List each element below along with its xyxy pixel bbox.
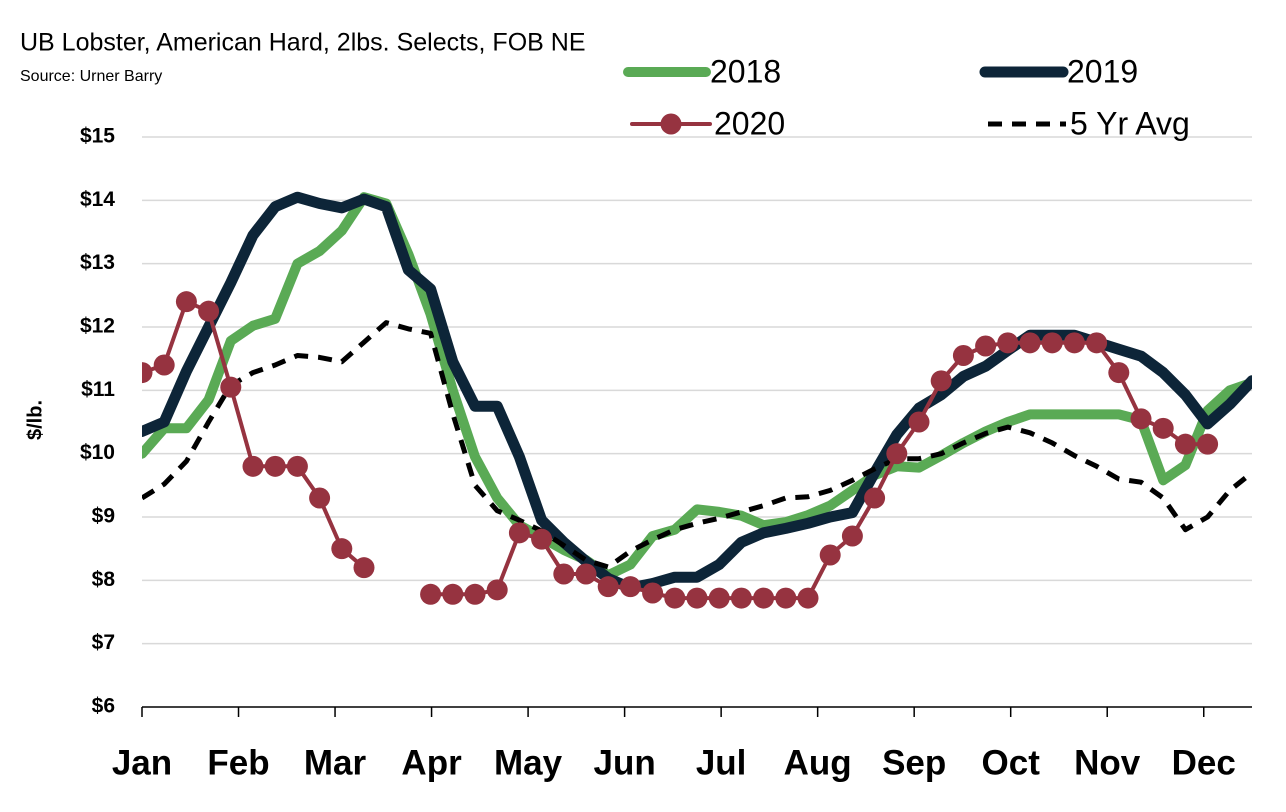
series-marker	[553, 563, 575, 585]
series-marker	[997, 332, 1019, 354]
chart-title: UB Lobster, American Hard, 2lbs. Selects…	[20, 29, 586, 57]
series-marker	[220, 376, 242, 398]
series-marker	[286, 455, 308, 477]
legend-label: 2020	[714, 105, 785, 141]
y-tick-label: $12	[80, 315, 115, 338]
series-marker	[841, 525, 863, 547]
series-marker	[420, 583, 442, 605]
series-line	[142, 320, 1252, 570]
series-marker	[353, 557, 375, 579]
series-marker	[508, 522, 530, 544]
series-marker	[531, 528, 553, 550]
y-tick-label: $9	[92, 505, 115, 528]
x-tick-label: Jun	[593, 743, 655, 782]
series-marker	[331, 538, 353, 560]
x-tick-label: Aug	[784, 743, 852, 782]
series-marker	[442, 583, 464, 605]
series-marker	[930, 370, 952, 392]
series-marker	[142, 362, 153, 384]
series-marker	[575, 563, 597, 585]
legend-label: 2019	[1067, 53, 1138, 89]
series-line	[142, 191, 1252, 594]
series-marker	[309, 487, 331, 509]
y-tick-label: $6	[92, 695, 115, 718]
series-marker	[775, 587, 797, 609]
series-marker	[1174, 433, 1196, 455]
x-tick-label: Feb	[207, 743, 269, 782]
y-tick-label: $11	[81, 378, 115, 401]
x-tick-label: Dec	[1172, 743, 1236, 782]
series-marker	[686, 587, 708, 609]
series-marker	[819, 544, 841, 566]
series-marker	[1152, 417, 1174, 439]
series-marker	[1041, 332, 1063, 354]
series-marker	[464, 583, 486, 605]
series-marker	[198, 300, 220, 322]
series-line	[142, 192, 1252, 581]
legend-label: 2018	[710, 53, 781, 89]
x-tick-label: Apr	[401, 743, 462, 782]
series-marker	[864, 487, 886, 509]
series-marker	[619, 576, 641, 598]
x-tick-label: Mar	[304, 743, 367, 782]
series-marker	[664, 587, 686, 609]
x-tick-label: Jul	[696, 743, 747, 782]
x-tick-label: Jan	[112, 743, 172, 782]
series-marker	[1086, 332, 1108, 354]
x-tick-label: Sep	[882, 743, 946, 782]
legend-label: 5 Yr Avg	[1070, 105, 1190, 141]
series-marker	[597, 576, 619, 598]
series-marker	[975, 335, 997, 357]
x-tick-label: May	[494, 743, 563, 782]
series-marker	[1108, 362, 1130, 384]
y-tick-label: $8	[92, 568, 116, 591]
y-tick-label: $15	[80, 125, 115, 148]
series-marker	[175, 291, 197, 313]
series-marker	[908, 411, 930, 433]
series-marker	[753, 587, 775, 609]
series-marker	[708, 587, 730, 609]
legend-marker	[660, 113, 682, 135]
series-marker	[642, 582, 664, 604]
series-marker	[486, 579, 508, 601]
plot-area	[142, 191, 1252, 609]
series-marker	[242, 455, 264, 477]
series-marker	[1019, 332, 1041, 354]
series-marker	[952, 345, 974, 366]
y-tick-label: $14	[80, 188, 115, 211]
series-marker	[264, 455, 286, 477]
x-tick-label: Nov	[1074, 743, 1141, 782]
series-marker	[1130, 408, 1152, 430]
series-marker	[797, 587, 819, 609]
series-marker	[1063, 332, 1085, 354]
chart-subtitle: Source: Urner Barry	[20, 68, 162, 85]
series-marker	[1197, 433, 1219, 455]
series-marker	[153, 354, 175, 376]
x-tick-label: Oct	[982, 743, 1041, 782]
y-axis-label: $/lb.	[24, 400, 46, 440]
y-tick-label: $13	[80, 251, 115, 274]
series-marker	[730, 587, 752, 609]
y-tick-label: $10	[80, 441, 115, 464]
y-tick-label: $7	[92, 631, 115, 654]
series-marker	[886, 443, 908, 465]
